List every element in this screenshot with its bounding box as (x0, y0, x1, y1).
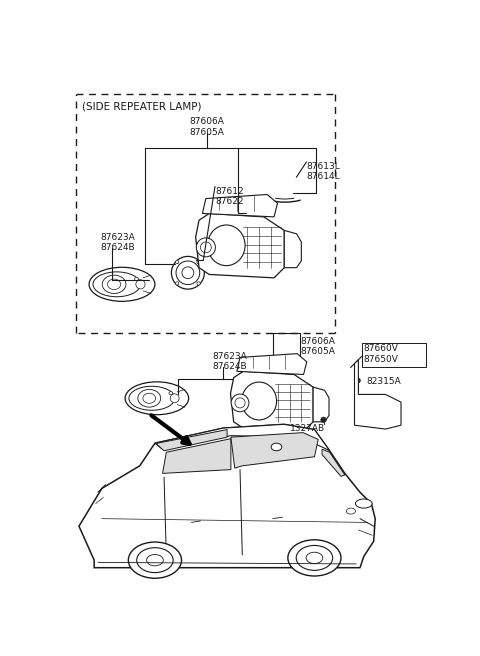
Polygon shape (313, 387, 329, 422)
Ellipse shape (271, 443, 282, 451)
Polygon shape (322, 449, 345, 476)
Ellipse shape (138, 390, 161, 407)
Text: 1327AB: 1327AB (290, 424, 325, 433)
Ellipse shape (171, 256, 204, 289)
Polygon shape (203, 194, 277, 217)
Text: 87606A
87605A: 87606A 87605A (300, 337, 335, 356)
Ellipse shape (347, 508, 356, 514)
Ellipse shape (176, 261, 200, 285)
Ellipse shape (235, 398, 245, 408)
Polygon shape (79, 424, 375, 567)
Ellipse shape (355, 378, 360, 383)
Ellipse shape (197, 282, 200, 285)
Ellipse shape (170, 394, 179, 403)
Polygon shape (230, 371, 313, 431)
Text: 87623A
87624B: 87623A 87624B (100, 233, 135, 252)
Ellipse shape (102, 275, 126, 293)
Text: 82315A: 82315A (366, 377, 401, 386)
Text: 87613L
87614L: 87613L 87614L (306, 162, 340, 181)
Polygon shape (163, 439, 231, 474)
Text: (SIDE REPEATER LAMP): (SIDE REPEATER LAMP) (82, 102, 201, 112)
Ellipse shape (176, 282, 179, 285)
Polygon shape (155, 424, 330, 451)
Ellipse shape (137, 548, 173, 573)
Ellipse shape (128, 542, 181, 579)
Ellipse shape (200, 242, 211, 253)
Ellipse shape (182, 267, 194, 279)
Ellipse shape (129, 386, 175, 410)
Ellipse shape (306, 552, 323, 564)
Ellipse shape (207, 225, 245, 266)
Polygon shape (237, 354, 307, 375)
Ellipse shape (136, 279, 145, 289)
Polygon shape (355, 359, 401, 429)
Ellipse shape (169, 392, 173, 395)
Text: 87612
87622: 87612 87622 (215, 186, 244, 206)
Ellipse shape (231, 394, 249, 412)
Text: 87623A
87624B: 87623A 87624B (212, 352, 247, 371)
Ellipse shape (134, 277, 138, 281)
Text: 87606A
87605A: 87606A 87605A (190, 117, 225, 136)
Ellipse shape (89, 267, 155, 301)
Ellipse shape (296, 545, 333, 570)
Polygon shape (157, 430, 227, 451)
Ellipse shape (146, 554, 163, 566)
Ellipse shape (143, 393, 156, 403)
Polygon shape (196, 213, 284, 278)
Ellipse shape (197, 260, 200, 264)
Ellipse shape (108, 279, 120, 289)
Ellipse shape (176, 260, 179, 264)
Ellipse shape (356, 499, 372, 508)
Ellipse shape (93, 272, 141, 297)
Ellipse shape (321, 417, 326, 422)
Ellipse shape (125, 382, 189, 415)
Polygon shape (231, 432, 318, 468)
Ellipse shape (196, 238, 216, 257)
Text: 87660V
87650V: 87660V 87650V (364, 344, 399, 364)
Polygon shape (284, 230, 301, 268)
Ellipse shape (241, 382, 276, 420)
Ellipse shape (288, 540, 341, 576)
